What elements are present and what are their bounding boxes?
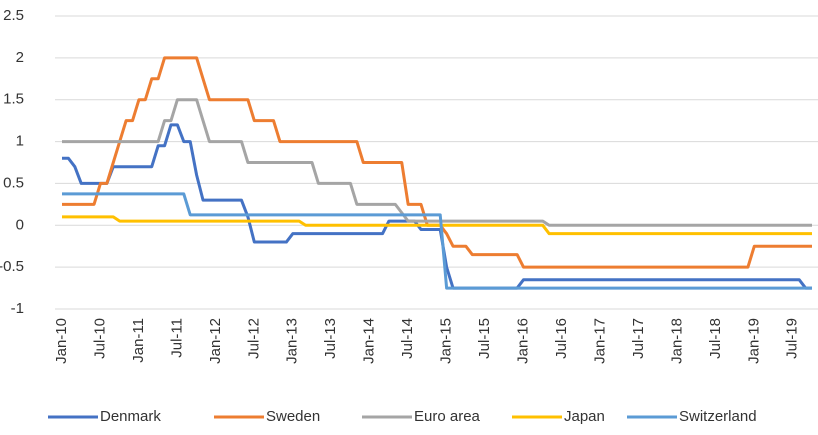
x-tick-label: Jul-13 xyxy=(322,318,339,359)
x-tick-label: Jan-12 xyxy=(207,318,224,364)
y-tick-label: 2.5 xyxy=(3,7,24,24)
series-line xyxy=(62,56,812,269)
x-tick-label: Jul-16 xyxy=(553,318,570,359)
x-tick-label: Jul-15 xyxy=(476,318,493,359)
x-tick-label: Jul-19 xyxy=(784,318,801,359)
x-tick-label: Jan-19 xyxy=(745,318,762,364)
x-tick-label: Jan-18 xyxy=(668,318,685,364)
x-tick-label: Jul-17 xyxy=(630,318,647,359)
x-tick-label: Jul-11 xyxy=(168,318,185,358)
series-line xyxy=(62,215,812,236)
x-tick-label: Jul-10 xyxy=(91,318,108,359)
x-tick-label: Jan-11 xyxy=(130,318,147,363)
y-tick-label: 1 xyxy=(16,133,24,150)
y-tick-label: 2 xyxy=(16,49,24,66)
x-tick-label: Jul-12 xyxy=(245,318,262,359)
legend-label: Sweden xyxy=(266,408,320,425)
legend-label: Euro area xyxy=(414,408,481,425)
legend-label: Japan xyxy=(564,408,605,425)
x-tick-label: Jan-17 xyxy=(591,318,608,364)
x-tick-label: Jan-16 xyxy=(515,318,532,364)
y-tick-label: -1 xyxy=(11,300,24,317)
x-tick-label: Jan-10 xyxy=(53,318,70,364)
legend-label: Denmark xyxy=(100,408,161,425)
series-line xyxy=(62,123,812,290)
y-tick-label: 0.5 xyxy=(3,174,24,191)
x-tick-label: Jul-18 xyxy=(707,318,724,359)
series-line xyxy=(62,192,812,290)
y-tick-label: 0 xyxy=(16,216,24,233)
y-tick-label: -0.5 xyxy=(0,258,24,275)
x-tick-label: Jul-14 xyxy=(399,318,416,359)
x-tick-label: Jan-15 xyxy=(438,318,455,364)
y-tick-label: 1.5 xyxy=(3,91,24,108)
x-tick-label: Jan-14 xyxy=(361,318,378,364)
x-tick-label: Jan-13 xyxy=(284,318,301,364)
series-line xyxy=(62,98,812,227)
legend-label: Switzerland xyxy=(679,408,757,425)
